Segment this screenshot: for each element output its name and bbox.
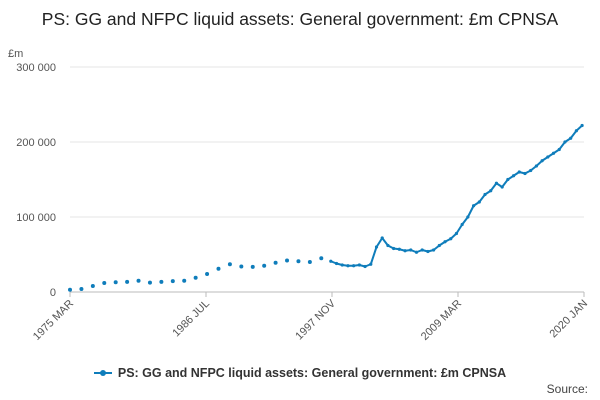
gridlines — [70, 66, 584, 293]
data-point[interactable] — [193, 275, 198, 280]
data-point[interactable] — [90, 284, 95, 288]
y-axis-ticks: 0 100 000 200 000 300 000 — [16, 62, 56, 299]
data-point[interactable] — [580, 123, 584, 128]
data-point[interactable] — [506, 177, 510, 182]
x-axis-ticks: 1975 MAR 1986 JUL 1997 NOV 2009 MAR 2020 JAN — [31, 292, 590, 343]
series-line[interactable] — [330, 124, 583, 268]
data-point[interactable] — [471, 204, 476, 208]
data-point[interactable] — [534, 164, 539, 168]
data-point[interactable] — [489, 189, 493, 193]
data-point[interactable] — [517, 170, 521, 174]
data-point[interactable] — [79, 287, 84, 291]
data-point[interactable] — [147, 280, 152, 285]
data-point[interactable] — [296, 259, 301, 264]
x-tick-label: 2020 JAN — [547, 298, 590, 341]
data-point[interactable] — [494, 181, 499, 185]
legend-label: PS: GG and NFPC liquid assets: General g… — [117, 366, 507, 380]
data-point[interactable] — [346, 264, 350, 268]
data-point[interactable] — [540, 159, 544, 163]
data-point[interactable] — [426, 249, 430, 254]
data-point[interactable] — [443, 240, 447, 244]
data-point[interactable] — [432, 248, 436, 252]
data-point[interactable] — [420, 248, 424, 252]
data-point[interactable] — [307, 260, 312, 264]
data-point[interactable] — [239, 264, 244, 269]
data-point[interactable] — [352, 264, 356, 268]
data-point[interactable] — [285, 258, 290, 263]
data-point[interactable] — [170, 279, 175, 284]
data-point[interactable] — [216, 266, 221, 271]
data-point[interactable] — [386, 243, 390, 248]
data-point[interactable] — [357, 263, 361, 267]
data-point[interactable] — [511, 174, 516, 178]
data-point[interactable] — [363, 264, 367, 269]
data-point[interactable] — [454, 231, 459, 236]
data-point[interactable] — [68, 287, 72, 292]
data-point[interactable] — [380, 236, 384, 240]
data-point[interactable] — [529, 168, 533, 173]
data-point[interactable] — [319, 256, 324, 261]
y-tick-label: 100 000 — [16, 212, 56, 224]
x-tick-label: 2009 MAR — [419, 298, 464, 343]
data-point[interactable] — [205, 272, 210, 276]
data-point[interactable] — [449, 237, 453, 241]
data-point[interactable] — [334, 261, 339, 266]
x-tick-label: 1997 NOV — [293, 297, 338, 342]
data-point[interactable] — [483, 192, 487, 197]
source-label[interactable]: Source: — [546, 382, 588, 396]
data-point[interactable] — [500, 185, 504, 189]
data-point[interactable] — [523, 171, 527, 176]
data-point[interactable] — [250, 264, 255, 269]
data-point[interactable] — [460, 222, 464, 227]
data-point[interactable] — [546, 155, 550, 159]
data-point[interactable] — [392, 246, 396, 251]
data-point[interactable] — [273, 260, 278, 265]
data-point[interactable] — [569, 136, 573, 140]
data-point[interactable] — [551, 151, 556, 155]
data-point[interactable] — [403, 249, 407, 253]
data-point[interactable] — [125, 279, 130, 284]
y-tick-label: 200 000 — [16, 137, 56, 149]
data-point[interactable] — [437, 243, 441, 248]
data-point[interactable] — [574, 129, 578, 133]
data-point[interactable] — [340, 263, 344, 267]
data-point[interactable] — [414, 250, 419, 254]
data-point[interactable] — [136, 278, 141, 283]
data-point[interactable] — [466, 215, 470, 219]
data-point[interactable] — [563, 140, 567, 144]
legend-swatch-icon — [93, 368, 112, 378]
chart-title: PS: GG and NFPC liquid assets: General g… — [41, 9, 559, 29]
y-tick-label: 0 — [50, 287, 56, 299]
data-point[interactable] — [397, 247, 401, 251]
data-point[interactable] — [374, 245, 379, 249]
data-point[interactable] — [227, 262, 232, 267]
x-tick-label: 1975 MAR — [31, 298, 76, 343]
data-point[interactable] — [113, 280, 118, 285]
series-group — [68, 123, 584, 292]
data-point[interactable] — [369, 262, 373, 266]
x-tick-label: 1986 JUL — [170, 298, 212, 340]
data-point[interactable] — [159, 279, 164, 284]
y-axis-unit-label: £m — [8, 48, 23, 60]
data-point[interactable] — [329, 259, 333, 263]
data-point[interactable] — [182, 278, 187, 283]
data-point[interactable] — [557, 147, 561, 152]
data-point[interactable] — [102, 281, 107, 285]
y-tick-label: 300 000 — [16, 62, 56, 74]
data-point[interactable] — [477, 200, 481, 204]
legend[interactable]: PS: GG and NFPC liquid assets: General g… — [0, 366, 600, 380]
data-point[interactable] — [409, 248, 413, 252]
data-point[interactable] — [262, 263, 267, 268]
